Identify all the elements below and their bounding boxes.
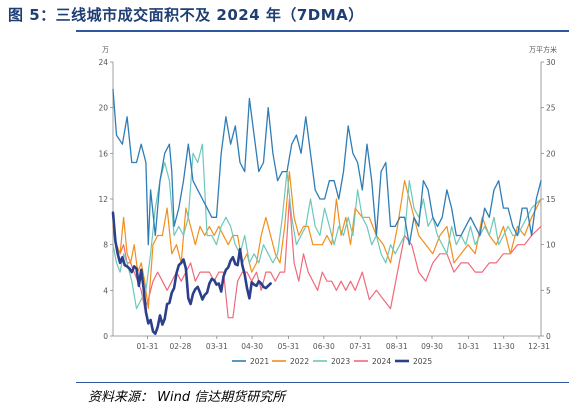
left-tick-label: 20 [98, 104, 108, 113]
x-tick-label: 05-31 [278, 342, 300, 351]
figure-title: 图 5：三线城市成交面积不及 2024 年（7DMA） [8, 6, 364, 24]
x-tick-label: 03-31 [206, 342, 228, 351]
right-tick-label: 0 [546, 332, 551, 341]
right-tick-label: 25 [546, 104, 556, 113]
chart-frame [112, 62, 542, 337]
left-tick-label: 24 [98, 58, 108, 67]
left-tick-label: 0 [103, 332, 108, 341]
x-tick-label: 10-31 [458, 342, 480, 351]
x-tick-label: 09-30 [421, 342, 443, 351]
right-tick-label: 10 [546, 241, 556, 250]
right-tick-label: 15 [546, 195, 556, 204]
legend: 2021 2022 2023 2024 2025 [232, 357, 432, 366]
axis-layer: 万 万平方米 0 4 8 12 16 20 24 0 5 10 15 20 25 30 01-31 02-28 03… [98, 45, 557, 351]
series-line-2022 [112, 171, 542, 310]
legend-label-2022: 2022 [290, 357, 309, 366]
legend-label-2021: 2021 [250, 357, 269, 366]
series-line-2023 [112, 143, 542, 310]
x-tick-label: 08-31 [386, 342, 408, 351]
legend-label-2024: 2024 [372, 357, 391, 366]
legend-label-2023: 2023 [331, 357, 350, 366]
x-tick-label: 11-30 [493, 342, 515, 351]
left-tick-label: 4 [103, 286, 108, 295]
legend-label-2025: 2025 [413, 357, 432, 366]
series-line-2021 [112, 88, 542, 246]
title-divider [76, 30, 569, 32]
right-tick-label: 5 [546, 286, 551, 295]
left-tick-label: 8 [103, 241, 108, 250]
x-tick-label: 02-28 [169, 342, 191, 351]
x-tick-label: 01-31 [137, 342, 159, 351]
x-tick-label: 12-31 [528, 342, 550, 351]
right-unit-label: 万平方米 [529, 45, 557, 54]
series-layer [111, 88, 542, 336]
x-tick-label: 06-30 [313, 342, 335, 351]
x-tick-label: 07-31 [349, 342, 371, 351]
series-line-2025 [111, 211, 272, 336]
source-note: 资料来源： Wind 信达期货研究所 [88, 390, 286, 405]
left-unit-label: 万 [102, 46, 109, 54]
source-divider [76, 382, 569, 383]
left-tick-label: 12 [98, 195, 108, 204]
right-tick-label: 20 [546, 149, 556, 158]
right-tick-label: 30 [546, 58, 556, 67]
left-tick-label: 16 [98, 149, 108, 158]
x-tick-label: 04-30 [241, 342, 263, 351]
